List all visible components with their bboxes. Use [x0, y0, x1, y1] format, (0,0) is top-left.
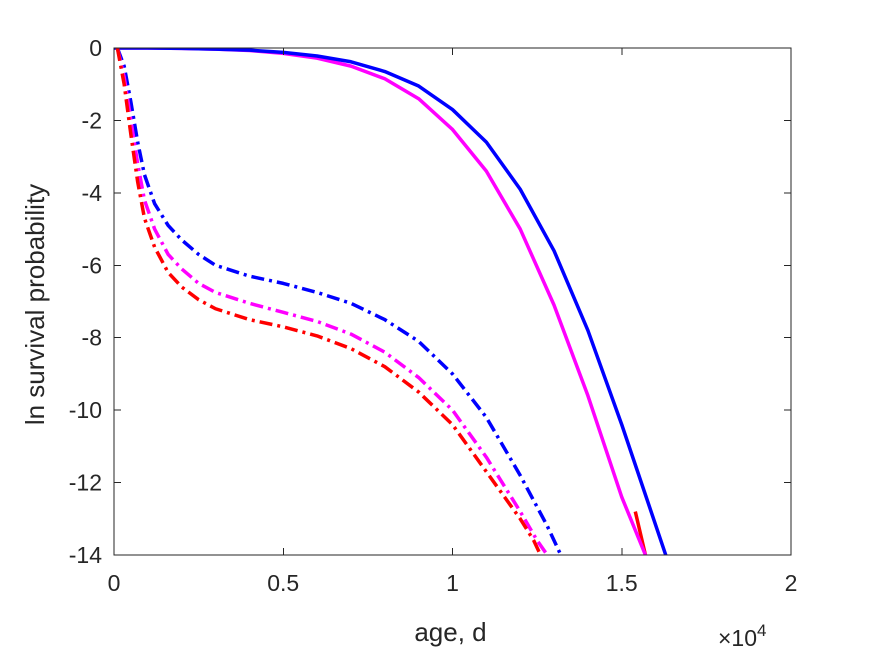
series-layer	[114, 48, 668, 555]
y-tick-label: -14	[69, 542, 102, 568]
series-line-solid-ff00ff	[114, 48, 648, 555]
y-tick-label: -4	[82, 180, 103, 206]
y-tick-label: -8	[82, 325, 102, 351]
series-line-solid-0000ff	[114, 48, 668, 555]
series-line-dashdot-ff0000	[115, 48, 543, 555]
x-tick-label: 1.5	[606, 570, 638, 596]
x-multiplier-base: ×10	[718, 625, 757, 651]
x-multiplier-exponent: 4	[757, 621, 766, 640]
y-tick-label: -2	[82, 107, 102, 133]
axes-box	[113, 47, 792, 556]
y-tick-label: 0	[89, 35, 102, 61]
x-axis-label: age, d	[414, 617, 486, 647]
x-axis-multiplier: ×104	[718, 621, 766, 651]
x-tick-label: 1	[446, 570, 459, 596]
series-line-dashdot-ff00ff	[115, 48, 549, 555]
y-tick-label: -10	[69, 397, 102, 423]
y-tick-label: -6	[82, 252, 102, 278]
x-tick-label: 0	[108, 570, 121, 596]
series-line-dashdot-0000ff	[115, 48, 563, 555]
x-tick-label: 0.5	[267, 570, 299, 596]
y-tick-label: -12	[69, 470, 102, 496]
x-tick-label: 2	[785, 570, 798, 596]
y-axis-label: ln survival probability	[20, 184, 50, 425]
tick-layer: 0 0.5 1 1.5 2 0 -2 -4 -6 -8 -10 -12 -14	[69, 35, 798, 596]
